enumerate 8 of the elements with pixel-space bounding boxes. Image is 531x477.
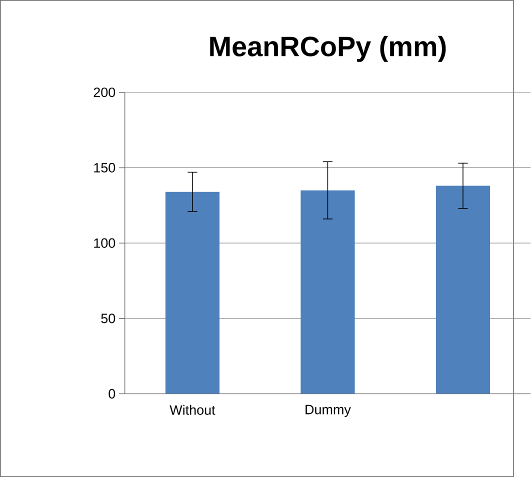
- y-tick-label: 200: [94, 88, 116, 98]
- y-tick-label: 50: [101, 314, 116, 324]
- x-tick-label: Dummy: [306, 404, 351, 417]
- y-tick-label: 100: [94, 238, 116, 248]
- y-tick-label: 150: [94, 162, 116, 172]
- y-tick-label: 0: [108, 388, 116, 399]
- x-tick-label: Without: [170, 404, 216, 415]
- chart-title: MeanRCoPy (mm): [210, 36, 446, 62]
